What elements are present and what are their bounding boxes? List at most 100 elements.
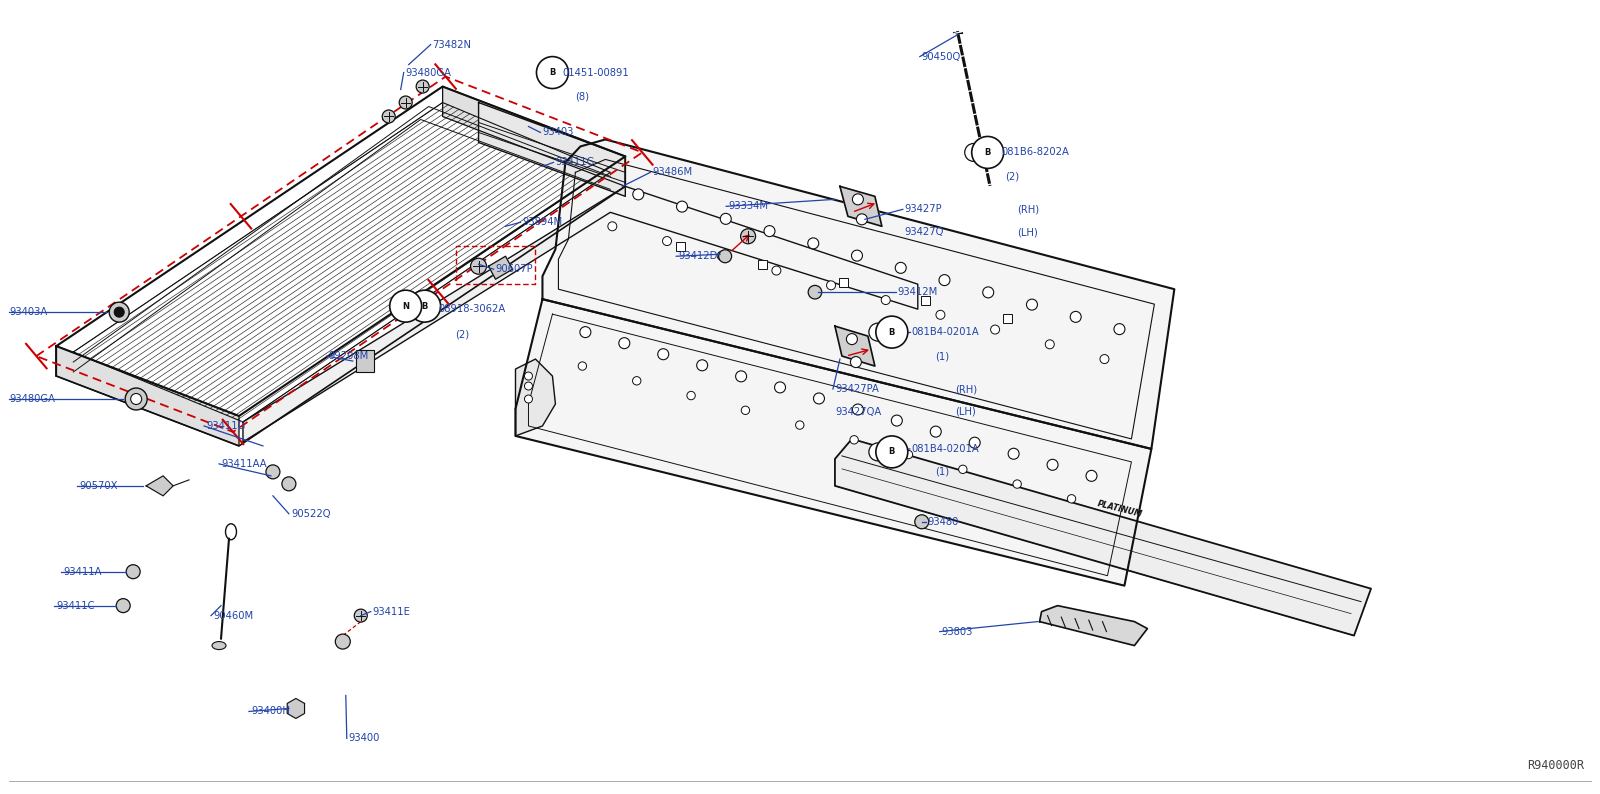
Text: 93411A: 93411A (64, 567, 102, 576)
Circle shape (958, 465, 966, 473)
Circle shape (1027, 299, 1037, 310)
Text: 93427QA: 93427QA (835, 407, 882, 417)
Circle shape (1086, 470, 1098, 481)
Circle shape (354, 609, 368, 622)
Circle shape (850, 436, 858, 444)
Text: N: N (402, 302, 410, 310)
Circle shape (1013, 480, 1021, 488)
Text: 93803: 93803 (942, 626, 973, 637)
Circle shape (915, 515, 928, 529)
Circle shape (1045, 340, 1054, 349)
Text: 93411AA: 93411AA (221, 459, 267, 469)
Text: 93403A: 93403A (10, 307, 48, 317)
Circle shape (970, 437, 981, 448)
Polygon shape (288, 699, 304, 719)
Text: 081B6-8202A: 081B6-8202A (1002, 148, 1069, 157)
Polygon shape (835, 326, 875, 366)
Text: 93412D: 93412D (678, 251, 717, 261)
Polygon shape (56, 346, 238, 446)
Circle shape (579, 326, 590, 337)
Text: PLATINUM: PLATINUM (1096, 499, 1142, 518)
Circle shape (875, 436, 907, 468)
Circle shape (1008, 449, 1019, 459)
Circle shape (808, 238, 819, 249)
Circle shape (741, 229, 755, 244)
Text: 01451-00891: 01451-00891 (563, 67, 629, 78)
Circle shape (813, 393, 824, 404)
Text: R940000R: R940000R (1526, 759, 1584, 772)
Text: B: B (888, 328, 894, 337)
Text: 73482N: 73482N (432, 40, 472, 49)
Circle shape (282, 477, 296, 491)
Circle shape (851, 357, 861, 368)
Circle shape (982, 287, 994, 298)
Polygon shape (443, 87, 626, 187)
Text: (RH): (RH) (955, 384, 978, 394)
Circle shape (720, 214, 731, 225)
Circle shape (875, 316, 907, 348)
Text: 081B4-0201A: 081B4-0201A (912, 444, 979, 454)
Text: 90607P: 90607P (496, 264, 533, 274)
Polygon shape (840, 187, 882, 226)
Circle shape (632, 376, 642, 385)
Circle shape (856, 214, 867, 225)
Circle shape (846, 333, 858, 345)
Circle shape (677, 201, 688, 212)
Circle shape (869, 323, 886, 341)
Circle shape (400, 96, 413, 109)
Text: 99208M: 99208M (330, 351, 370, 361)
Text: (LH): (LH) (1018, 227, 1038, 237)
Circle shape (990, 325, 1000, 334)
Text: (1): (1) (934, 467, 949, 477)
Circle shape (965, 144, 982, 161)
Circle shape (632, 189, 643, 200)
Text: B: B (888, 447, 894, 457)
Text: (LH): (LH) (955, 407, 976, 417)
Circle shape (1099, 355, 1109, 364)
Circle shape (525, 382, 533, 390)
Circle shape (896, 262, 906, 273)
Circle shape (774, 382, 786, 393)
Text: 93427P: 93427P (906, 204, 942, 214)
Text: (2): (2) (456, 329, 470, 339)
Text: 93400: 93400 (349, 734, 381, 743)
Text: 93411C: 93411C (56, 600, 94, 611)
Circle shape (658, 349, 669, 360)
Circle shape (765, 225, 774, 237)
Polygon shape (243, 187, 918, 442)
Circle shape (686, 391, 696, 399)
Polygon shape (146, 476, 173, 495)
Text: 93403: 93403 (542, 128, 574, 137)
Circle shape (114, 307, 125, 317)
Circle shape (109, 303, 130, 322)
Circle shape (662, 237, 672, 245)
Circle shape (525, 395, 533, 403)
Circle shape (408, 290, 440, 322)
Polygon shape (488, 256, 512, 279)
Text: 93894M: 93894M (523, 218, 563, 227)
Circle shape (1046, 459, 1058, 470)
Polygon shape (478, 102, 626, 196)
Circle shape (416, 80, 429, 93)
Circle shape (936, 310, 946, 319)
Text: 081B4-0201A: 081B4-0201A (912, 327, 979, 337)
Circle shape (795, 421, 803, 430)
Circle shape (578, 362, 587, 370)
Text: 93486M: 93486M (653, 168, 693, 177)
Text: 93334M: 93334M (728, 202, 768, 211)
Text: 93427Q: 93427Q (906, 227, 944, 237)
Circle shape (125, 388, 147, 410)
Circle shape (1070, 311, 1082, 322)
Text: 90570X: 90570X (80, 481, 118, 491)
Text: (1): (1) (934, 351, 949, 361)
Polygon shape (542, 140, 1174, 449)
Circle shape (891, 415, 902, 426)
Circle shape (266, 464, 280, 479)
Text: 08918-3062A: 08918-3062A (438, 304, 506, 314)
Circle shape (525, 372, 533, 380)
Text: (8): (8) (576, 91, 589, 102)
Text: 93480GA: 93480GA (10, 394, 56, 404)
Bar (757, 260, 766, 268)
Text: (2): (2) (1005, 172, 1019, 181)
Polygon shape (1040, 606, 1147, 646)
